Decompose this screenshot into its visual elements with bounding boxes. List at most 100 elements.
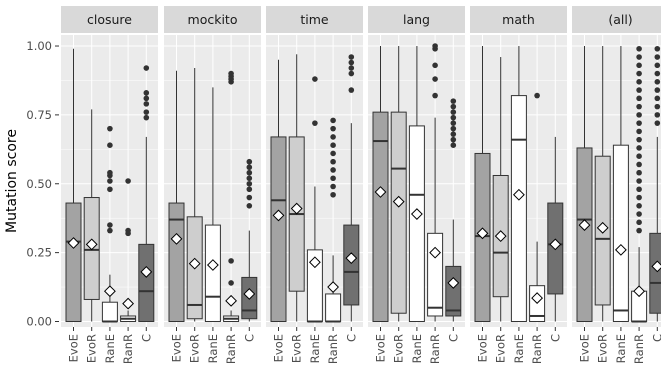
box-RanR [529, 92, 546, 322]
box-EvoR [492, 57, 509, 322]
outlier-point [450, 98, 457, 104]
outlier-point [107, 125, 113, 132]
outlier-point [636, 153, 642, 160]
outlier-point [636, 211, 642, 217]
outlier-point [636, 70, 642, 77]
box-EvoR [83, 109, 100, 322]
facet-title: math [502, 12, 535, 27]
mean-marker [140, 265, 153, 278]
box-body [649, 232, 661, 314]
outlier-point [654, 70, 661, 77]
box-body [270, 136, 287, 322]
mean-marker [614, 243, 627, 256]
outlier-point [636, 227, 642, 234]
facet-title: time [300, 12, 329, 27]
outlier-point [246, 180, 253, 187]
y-tick-label: 1.00 [26, 39, 52, 53]
box-RanE [306, 76, 323, 323]
outlier-point [636, 202, 642, 209]
outlier-point [654, 79, 661, 85]
outlier-point [636, 45, 642, 52]
outlier-point [143, 109, 150, 115]
outlier-point [636, 62, 642, 69]
outlier-point [143, 95, 150, 102]
box-body [138, 243, 155, 322]
mean-marker [85, 238, 98, 251]
x-tick-label: RanR [428, 334, 442, 364]
outlier-point [636, 128, 642, 135]
mean-marker [476, 227, 489, 240]
mean-marker [225, 294, 238, 307]
mean-marker [272, 209, 285, 222]
outlier-point [330, 183, 336, 190]
outlier-point [636, 169, 642, 176]
mean-marker [374, 186, 387, 198]
mean-marker [345, 252, 358, 265]
x-tick-label: RanE [410, 334, 424, 363]
outlier-point [330, 134, 336, 140]
facet-strip [266, 6, 363, 33]
outlier-point [143, 114, 150, 121]
x-tick-label: C [548, 334, 562, 342]
mean-marker [103, 285, 116, 298]
facet-strip [61, 6, 158, 33]
box-EvoR [594, 46, 611, 322]
mean-marker [429, 246, 442, 259]
outlier-point [636, 120, 642, 126]
outlier-point [636, 95, 642, 102]
outlier-point [107, 186, 113, 193]
box-EvoE [65, 48, 82, 322]
facet-title: lang [403, 12, 430, 27]
box-body [576, 147, 593, 322]
outlier-point [330, 191, 336, 198]
facet-title: mockito [188, 12, 238, 27]
box-EvoE [474, 46, 491, 322]
outlier-point [125, 178, 131, 184]
mean-marker [531, 292, 544, 304]
x-tick-label: EvoR [290, 334, 304, 363]
mean-marker [549, 238, 562, 251]
outlier-point [432, 62, 438, 69]
box-body [101, 301, 118, 322]
outlier-point [432, 92, 438, 99]
outlier-point [348, 54, 355, 60]
box-RanE [204, 87, 221, 322]
outlier-point [636, 103, 642, 110]
facet-strip [470, 6, 567, 33]
outlier-point [228, 258, 234, 264]
x-tick-label: RanE [103, 334, 117, 363]
facet-panel-2: time EvoE EvoR RanE RanR C [266, 6, 363, 364]
y-tick-label: 0.75 [26, 108, 52, 122]
outlier-point [348, 87, 355, 93]
box-body [445, 265, 462, 317]
box-body [408, 125, 425, 322]
outlier-point [654, 87, 661, 93]
outlier-point [143, 65, 150, 71]
outlier-point [330, 125, 336, 132]
y-axis-label: Mutation score [4, 129, 20, 233]
y-tick-label: 0.00 [26, 314, 52, 328]
mean-marker [327, 281, 340, 293]
outlier-point [654, 112, 661, 118]
facet-panel-0: closure EvoE EvoR RanE RanR C [61, 6, 158, 364]
facet-strip [368, 6, 465, 33]
outlier-point [312, 120, 318, 126]
x-tick-label: EvoR [85, 334, 99, 363]
outlier-point [107, 169, 113, 176]
outlier-point [636, 112, 642, 118]
facet-panel-3: lang EvoE EvoR RanE RanR C [368, 6, 465, 364]
outlier-point [312, 76, 318, 82]
outlier-point [450, 131, 457, 137]
outlier-point [450, 114, 457, 121]
x-tick-label: RanE [206, 334, 220, 363]
outlier-point [654, 45, 661, 52]
x-tick-label: EvoE [476, 334, 490, 362]
x-tick-label: EvoE [272, 334, 286, 362]
outlier-point [348, 59, 355, 66]
box-EvoR [186, 68, 203, 322]
y-tick-label: 0.50 [26, 177, 52, 191]
box-body [510, 95, 527, 322]
outlier-point [246, 169, 253, 176]
facet-panel-4: math EvoE EvoR RanE RanR C [470, 6, 567, 364]
